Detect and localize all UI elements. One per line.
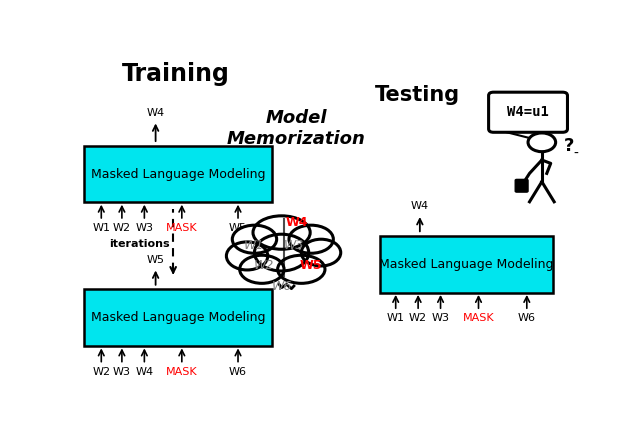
Text: MASK: MASK [166, 367, 198, 377]
Text: W1: W1 [92, 223, 110, 233]
Text: W2: W2 [113, 223, 131, 233]
Text: W6: W6 [229, 367, 247, 377]
Ellipse shape [253, 216, 310, 249]
FancyBboxPatch shape [380, 236, 553, 293]
Text: W2: W2 [92, 367, 111, 377]
Ellipse shape [232, 225, 277, 253]
Ellipse shape [301, 239, 341, 266]
Text: W3: W3 [113, 367, 131, 377]
Text: W4: W4 [285, 216, 308, 229]
Text: W1: W1 [244, 240, 265, 253]
Ellipse shape [226, 242, 268, 270]
Text: Masked Language Modeling: Masked Language Modeling [379, 258, 554, 271]
Circle shape [528, 133, 556, 151]
Ellipse shape [240, 255, 284, 283]
Text: W4: W4 [135, 367, 153, 377]
Ellipse shape [254, 234, 308, 271]
Text: Training: Training [121, 62, 230, 86]
Text: W4: W4 [411, 201, 429, 211]
Text: iterations: iterations [109, 239, 170, 249]
Text: W6: W6 [518, 313, 536, 323]
Text: W6: W6 [272, 279, 292, 293]
Text: W4=u1: W4=u1 [507, 105, 549, 119]
Text: W2: W2 [254, 260, 275, 273]
Text: W5: W5 [229, 223, 247, 233]
Text: Model
Memorization: Model Memorization [227, 109, 366, 148]
FancyBboxPatch shape [515, 179, 528, 192]
FancyBboxPatch shape [85, 289, 272, 346]
Text: Masked Language Modeling: Masked Language Modeling [91, 311, 265, 324]
Text: Masked Language Modeling: Masked Language Modeling [91, 168, 265, 181]
Text: MASK: MASK [463, 313, 494, 323]
Text: MASK: MASK [166, 223, 198, 233]
FancyBboxPatch shape [488, 92, 567, 132]
Text: W3: W3 [135, 223, 153, 233]
Text: W4: W4 [146, 108, 165, 118]
Ellipse shape [278, 255, 325, 283]
Text: W1: W1 [387, 313, 404, 323]
Text: Testing: Testing [375, 85, 460, 105]
Text: W3: W3 [432, 313, 450, 323]
FancyBboxPatch shape [85, 146, 272, 202]
Text: W3: W3 [284, 240, 304, 253]
Ellipse shape [289, 225, 333, 253]
Text: W2: W2 [409, 313, 427, 323]
Text: ?: ? [563, 137, 574, 155]
Text: -: - [573, 147, 577, 161]
Text: W5: W5 [300, 260, 322, 273]
Text: W5: W5 [147, 255, 165, 265]
